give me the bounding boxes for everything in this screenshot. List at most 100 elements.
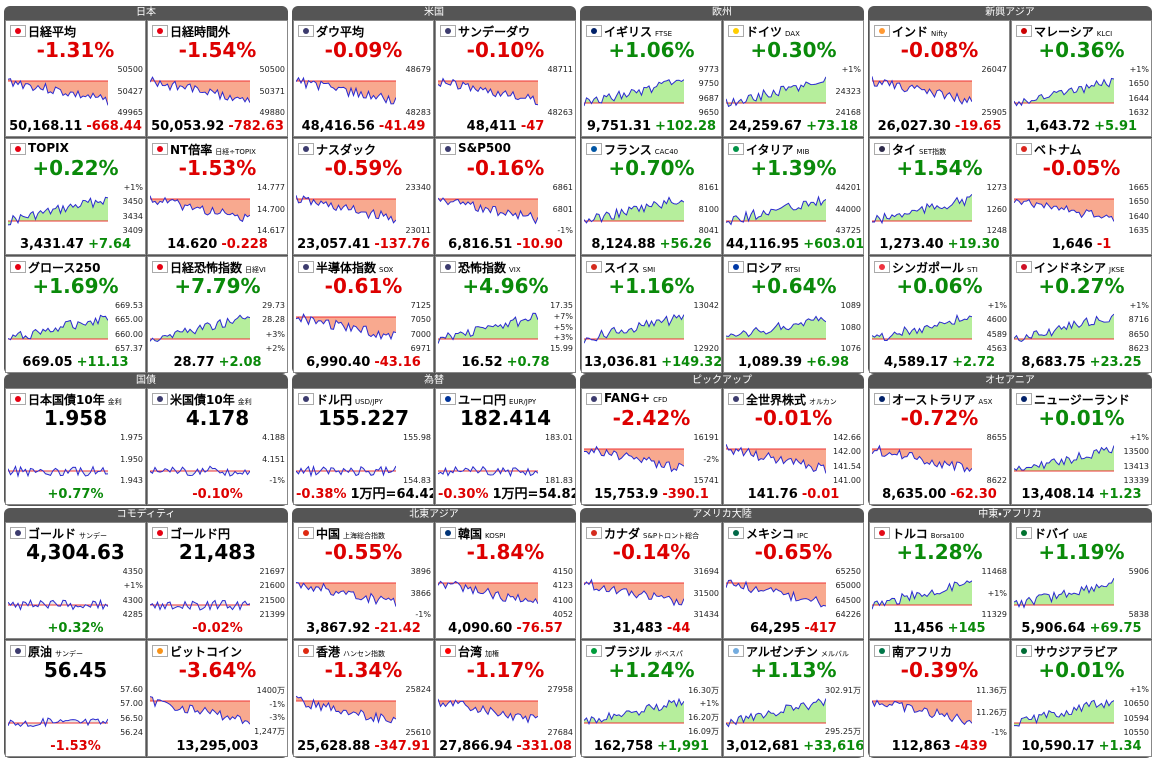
market-tile[interactable]: マレーシア KLCI +0.36% +1% 1650 1644 1632 1,643.72 +5… <box>1011 20 1152 137</box>
bottom-values: +0.32% <box>6 621 145 636</box>
market-tile[interactable]: ドバイ UAE +1.19% 5906 5838 5,906.64 +69.75 <box>1011 522 1152 639</box>
sparkline-fill <box>872 445 972 472</box>
market-tile[interactable]: イタリア MIB +1.39% 44201 44000 43725 44,116.95 +60… <box>723 138 864 255</box>
market-group: 米国 ダウ平均 -0.09% 48679 48283 48,416.56 -41.49 サンデ… <box>292 6 576 374</box>
market-tile[interactable]: 中国 上海総合指数 -0.55% 3896 3866 -1% 3,867.92 -21.42 <box>293 522 434 639</box>
bottom-value: 26,027.30 <box>877 119 951 134</box>
change-percent: -0.14% <box>612 540 691 564</box>
tile-sub: UAE <box>1073 532 1088 540</box>
tile-name: 恐怖指数 VIX <box>458 261 521 275</box>
tile-name: サウジアラビア <box>1034 645 1119 659</box>
market-tile[interactable]: 日経平均 -1.31% 50500 50427 49965 50,168.11 -668.4… <box>5 20 146 137</box>
market-tile[interactable]: イギリス FTSE +1.06% 9773 9750 9687 9650 9,751.31 +1… <box>581 20 722 137</box>
market-tile[interactable]: FANG+ CFD -2.42% 16191 -2% 15741 15,753.9 -390.… <box>581 388 722 505</box>
axis-label: 142.66 <box>833 433 861 442</box>
market-tile[interactable]: カナダ S&Pトロント総合 -0.14% 31694 31500 31434 31,483-… <box>581 522 722 639</box>
bottom-value: 1,273.40 <box>879 237 944 252</box>
market-tile[interactable]: NT倍率 日経÷TOPIX -1.53% 14.777 14.700 14.617 14.6… <box>147 138 288 255</box>
market-tile[interactable]: 米国債10年 金利 4.178 4.188 4.151 -1% -0.10% <box>147 388 288 505</box>
market-tile[interactable]: ビットコイン -3.64% 1400万 -1% -3% 1,247万 13,295,003 <box>147 640 288 757</box>
axis-label: 1635 <box>1128 225 1149 235</box>
market-tile[interactable]: タイ SET指数 +1.54% 1273 1260 1248 1,273.40 +19.30 <box>869 138 1010 255</box>
market-tile[interactable]: ダウ平均 -0.09% 48679 48283 48,416.56 -41.49 <box>293 20 434 137</box>
tile-sub: 上海総合指数 <box>343 532 386 540</box>
bottom-value: 4,090.60 <box>448 621 513 636</box>
market-tile[interactable]: グロース250 +1.69% 669.53 665.00 660.00 657.37 669… <box>5 256 146 373</box>
tile-name: ゴールド サンデー <box>28 527 108 541</box>
market-tile[interactable]: 香港 ハンセン指数 -1.34% 25824 25610 25,628.88 -347.91 <box>293 640 434 757</box>
flag <box>586 143 602 155</box>
market-tile[interactable]: サンデーダウ -0.10% 48711 48263 48,411 -47 <box>435 20 576 137</box>
market-tile[interactable]: 全世界株式 オルカン -0.01% 142.66 142.00 141.54 141.00 1… <box>723 388 864 505</box>
change-percent: +0.27% <box>1038 274 1125 298</box>
market-tile[interactable]: 台湾 加権 -1.17% 27958 27684 27,866.94 -331.08 <box>435 640 576 757</box>
sparkline <box>8 598 108 611</box>
axis-labels: 11.36万 11.26万 -1% <box>976 685 1007 737</box>
bottom-value: +6.98 <box>806 355 850 370</box>
tile-name: ゴールド円 <box>170 527 231 541</box>
market-tile[interactable]: 恐怖指数 VIX +4.96% 17.35 +7% +5% +3% 15.99 16.52 +0.… <box>435 256 576 373</box>
market-tile[interactable]: インドネシア JKSE +0.27% +1% 8716 8650 8623 8,683.75 +… <box>1011 256 1152 373</box>
bottom-values: 24,259.67 +73.18 <box>724 119 863 134</box>
bottom-value: 1,646 <box>1051 237 1093 252</box>
axis-labels: 9773 9750 9687 9650 <box>699 65 719 117</box>
bottom-value: 16.52 <box>461 355 503 370</box>
market-tile[interactable]: ナスダック -0.59% 23340 23011 23,057.41 -137.76 <box>293 138 434 255</box>
bottom-value: -62.30 <box>950 487 997 502</box>
market-tile[interactable]: ゴールド サンデー 4,304.63 4350 +1% 4300 4285 +0.32% <box>5 522 146 639</box>
market-tile[interactable]: ユーロ円 EUR/JPY 182.414 183.01 181.83 -0.30% 1万円=… <box>435 388 576 505</box>
market-tile[interactable]: オーストラリア ASX -0.72% 8655 8622 8,635.00 -62.30 <box>869 388 1010 505</box>
market-tile[interactable]: アルゼンチン メルバル +1.13% 302.91万 295.25万 3,012,681 +… <box>723 640 864 757</box>
axis-label: -1% <box>269 476 285 485</box>
market-tile[interactable]: ベトナム -0.05% 1665 1650 1640 1635 1,646 -1 <box>1011 138 1152 255</box>
market-group: 国債 日本国債10年 金利 1.958 1.975 1.950 1.943 +0.77% 米国債… <box>4 374 288 506</box>
bottom-value: +1.34 <box>1098 739 1142 754</box>
market-tile[interactable]: ブラジル ボベスパ +1.24% 16.30万 +1% 16.20万 16.09万 162,7… <box>581 640 722 757</box>
market-tile[interactable]: 半導体指数 SOX -0.61% 7125 7050 7000 6971 6,990.40 -4… <box>293 256 434 373</box>
market-tile[interactable]: ゴールド円 21,483 21697 21600 21500 21399 -0.02% <box>147 522 288 639</box>
tile-sub: 加権 <box>485 650 500 658</box>
axis-labels: 29.73 28.28 +3% +2% <box>262 301 285 353</box>
market-tile[interactable]: ドイツ DAX +0.30% +1% 24323 24168 24,259.67 +73.18 <box>723 20 864 137</box>
market-tile[interactable]: 韓国 KOSPI -1.84% 4150 4123 4100 4052 4,090.60 -76… <box>435 522 576 639</box>
market-tile[interactable]: TOPIX +0.22% +1% 3450 3434 3409 3,431.47 +7.64 <box>5 138 146 255</box>
sparkline-fill <box>296 696 396 723</box>
axis-labels: 48711 48263 <box>548 65 573 117</box>
axis-label: 665.00 <box>115 315 143 325</box>
market-tile[interactable]: サウジアラビア +0.01% +1% 10650 10594 10550 10,590.17… <box>1011 640 1152 757</box>
sparkline-line <box>1014 198 1114 222</box>
bottom-value: 669.05 <box>22 355 73 370</box>
market-tile[interactable]: 原油 サンデー 56.45 57.60 57.00 56.50 56.24 -1.53% <box>5 640 146 757</box>
axis-label: 4350 <box>122 567 143 576</box>
sparkline-fill <box>726 316 826 339</box>
market-tile[interactable]: ドル円 USD/JPY 155.227 155.98 154.83 -0.38% 1万円=6… <box>293 388 434 505</box>
sparkline-fill <box>726 580 826 607</box>
market-tile[interactable]: 日本国債10年 金利 1.958 1.975 1.950 1.943 +0.77% <box>5 388 146 505</box>
market-tile[interactable]: S&P500 -0.16% 6861 6801 -1% 6,816.51 -10.90 <box>435 138 576 255</box>
axis-label: +1% <box>1129 65 1149 74</box>
market-tile[interactable]: 日経時間外 -1.54% 50500 50371 49880 50,053.92 -782.… <box>147 20 288 137</box>
market-tile[interactable]: インド Nifty -0.08% 26047 25905 26,027.30 -19.65 <box>869 20 1010 137</box>
market-tile[interactable]: トルコ Borsa100 +1.28% 11468 +1% 11329 11,456 +145 <box>869 522 1010 639</box>
change-percent: +0.06% <box>896 274 983 298</box>
bottom-values: 15,753.9 -390.1 <box>582 487 721 502</box>
axis-labels: 8161 8100 8041 <box>699 183 719 235</box>
flag-mark <box>591 530 597 536</box>
market-tile[interactable]: フランス CAC40 +0.70% 8161 8100 8041 8,124.88 +56.2… <box>581 138 722 255</box>
flag <box>440 25 456 37</box>
sparkline <box>1014 445 1114 472</box>
market-tile[interactable]: ニュージーランド +0.01% +1% 13500 13413 13339 13,408.1… <box>1011 388 1152 505</box>
market-tile[interactable]: メキシコ IPC -0.65% 65250 65000 64500 64226 64,295-… <box>723 522 864 639</box>
axis-label: 1644 <box>1128 93 1149 103</box>
flag <box>152 143 168 155</box>
market-tile[interactable]: シンガポール STI +0.06% +1% 4600 4589 4563 4,589.17 +2… <box>869 256 1010 373</box>
sparkline <box>1014 313 1114 342</box>
change-percent: -0.61% <box>324 274 403 298</box>
market-tile[interactable]: スイス SMI +1.16% 13042 12920 13,036.81 +149.32 <box>581 256 722 373</box>
market-group: アメリカ大陸 カナダ S&Pトロント総合 -0.14% 31694 31500 31434 3… <box>580 508 864 758</box>
market-tile[interactable]: 日経恐怖指数 日経VI +7.79% 29.73 28.28 +3% +2% 28.77 +2.… <box>147 256 288 373</box>
market-tile[interactable]: 南アフリカ -0.39% 11.36万 11.26万 -1% 112,863 -439 <box>869 640 1010 757</box>
bottom-value: 1万円=64.42 <box>350 487 434 502</box>
market-tile[interactable]: ロシア RTSI +0.64% 1089 1080 1076 1,089.39 +6.98 <box>723 256 864 373</box>
axis-label: 65000 <box>835 581 861 591</box>
